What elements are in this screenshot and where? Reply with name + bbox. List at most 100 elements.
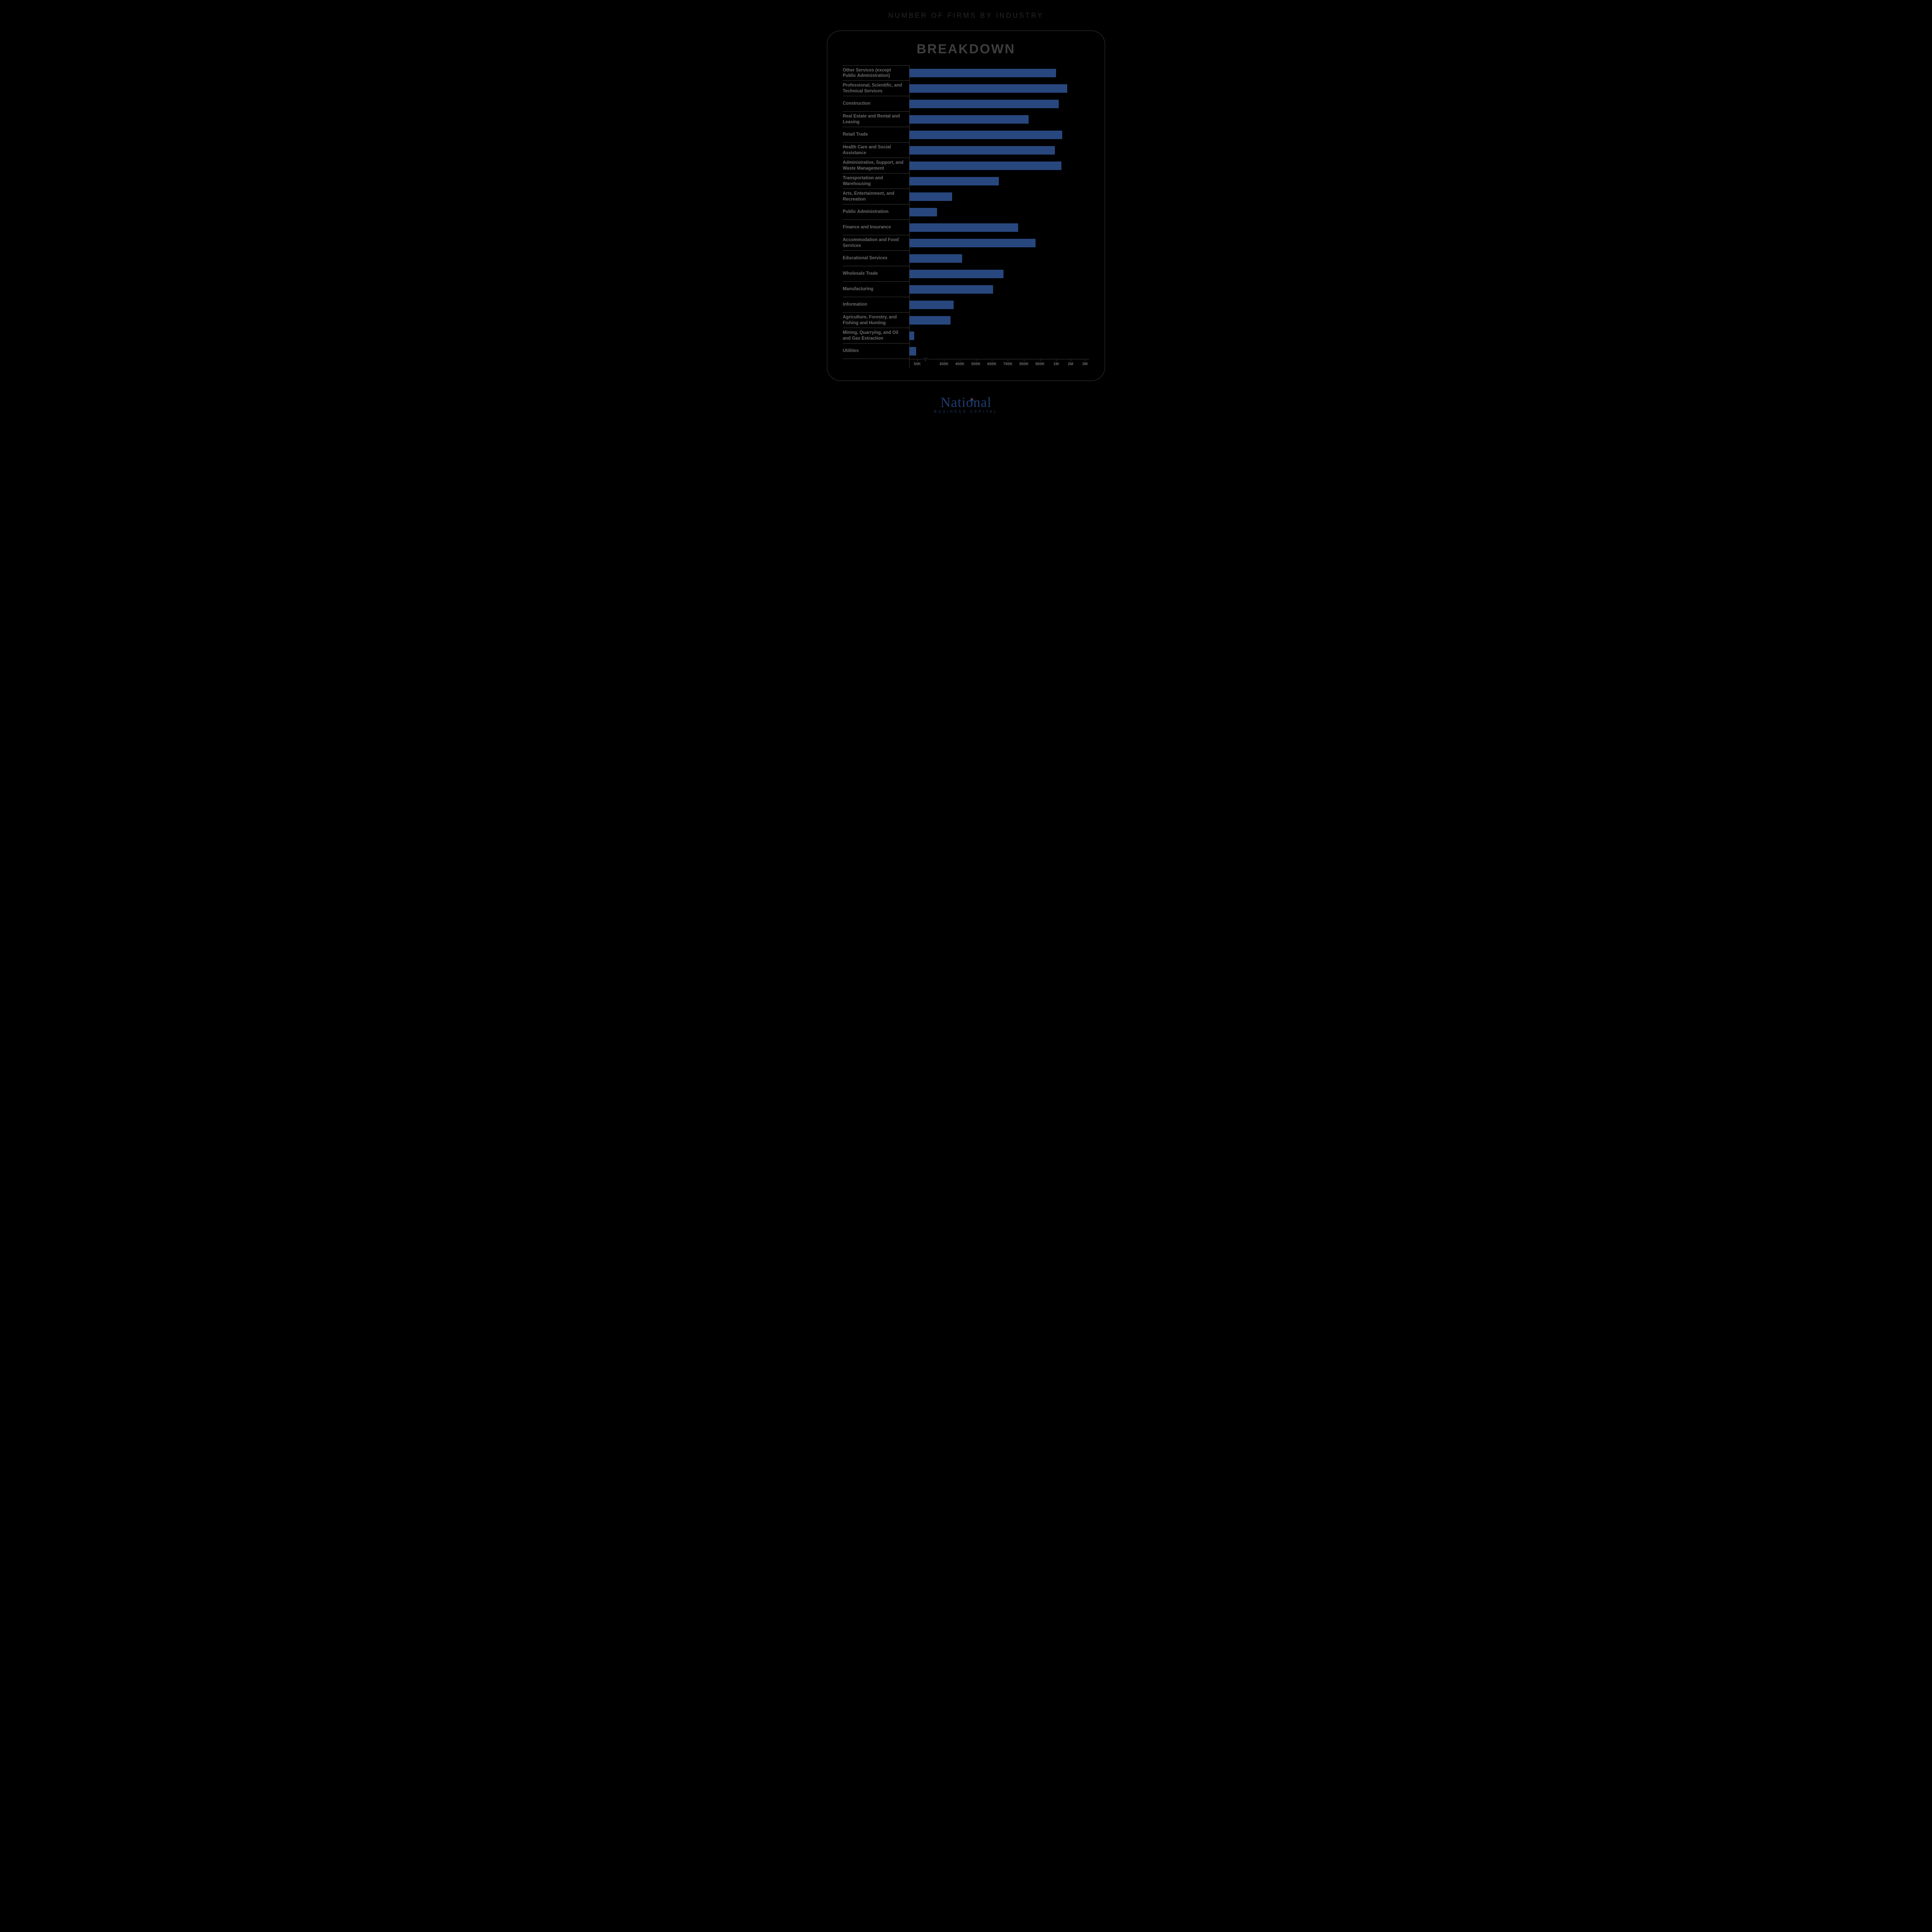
chart-row: Manufacturing xyxy=(843,282,1089,297)
chart-row: Health Care and Social Assistance xyxy=(843,143,1089,158)
bar-zone xyxy=(909,81,1089,96)
axis-tick xyxy=(1040,359,1041,361)
axis-tick-label: 300K xyxy=(939,362,949,366)
bar xyxy=(910,131,1062,139)
axis-tick-label: 3M xyxy=(1082,362,1088,366)
bar xyxy=(910,84,1067,93)
bar-zone xyxy=(909,220,1089,235)
bar-zone xyxy=(909,112,1089,127)
axis-tick-label: 700K xyxy=(1003,362,1012,366)
category-label: Agriculture, Forestry, and Fishing and H… xyxy=(843,313,909,328)
category-label: Administrative, Support, and Waste Manag… xyxy=(843,158,909,173)
bar xyxy=(910,239,1036,247)
chart-row: Information xyxy=(843,297,1089,313)
chart-row: Agriculture, Forestry, and Fishing and H… xyxy=(843,313,1089,328)
chart-row: Mining, Quarrying, and Oil and Gas Extra… xyxy=(843,328,1089,344)
category-label: Finance and Insurance xyxy=(843,220,909,235)
bar xyxy=(910,316,951,325)
bar-chart: Other Services (except Public Administra… xyxy=(843,65,1089,359)
category-label: Other Services (except Public Administra… xyxy=(843,65,909,81)
bar xyxy=(910,100,1059,108)
x-axis: 50K 300K 400K 500K 600K 700K 800K 900K 1M 2M 3M xyxy=(909,359,1089,367)
bar xyxy=(910,301,954,309)
category-label: Construction xyxy=(843,96,909,112)
axis-tick-label: 2M xyxy=(1068,362,1073,366)
bar-zone xyxy=(909,328,1089,344)
chart-row: Accommodation and Food Services xyxy=(843,235,1089,251)
chart-row: Educational Services xyxy=(843,251,1089,266)
chart-row: Wholesale Trade xyxy=(843,266,1089,282)
chart-row: Professional, Scientific, and Technical … xyxy=(843,81,1089,96)
category-label: Wholesale Trade xyxy=(843,266,909,282)
x-axis-row: 50K 300K 400K 500K 600K 700K 800K 900K 1M 2M 3M xyxy=(843,359,1089,367)
chart-row: Other Services (except Public Administra… xyxy=(843,65,1089,81)
category-label: Professional, Scientific, and Technical … xyxy=(843,81,909,96)
chart-row: Construction xyxy=(843,96,1089,112)
bar-zone xyxy=(909,251,1089,266)
bar xyxy=(910,347,916,355)
bar-zone xyxy=(909,204,1089,220)
axis-tick-label: 50K xyxy=(914,362,921,366)
bar xyxy=(910,192,952,201)
brand-logo: National BUSINESS CAPITAL xyxy=(927,394,1005,413)
axis-tick-label: 600K xyxy=(987,362,997,366)
bar-zone xyxy=(909,65,1089,81)
bar xyxy=(910,162,1061,170)
bar-zone xyxy=(909,189,1089,204)
bar xyxy=(910,285,993,294)
bar-zone xyxy=(909,127,1089,143)
category-label: Public Administration xyxy=(843,204,909,220)
category-label: Retail Trade xyxy=(843,127,909,143)
axis-spacer xyxy=(843,359,909,367)
axis-tick-label: 800K xyxy=(1019,362,1029,366)
category-label: Real Estate and Rental and Leasing xyxy=(843,112,909,127)
category-label: Accommodation and Food Services xyxy=(843,235,909,251)
axis-break-icon xyxy=(923,357,928,362)
bar-zone xyxy=(909,143,1089,158)
category-label: Arts, Entertainment, and Recreation xyxy=(843,189,909,204)
category-label: Educational Services xyxy=(843,251,909,266)
bar xyxy=(910,69,1056,77)
panel-title: BREAKDOWN xyxy=(843,42,1089,57)
bar-zone xyxy=(909,344,1089,359)
bar xyxy=(910,177,999,185)
chart-row: Finance and Insurance xyxy=(843,220,1089,235)
category-label: Transportation and Warehousing xyxy=(843,173,909,189)
category-label: Utilities xyxy=(843,344,909,359)
bar-zone xyxy=(909,96,1089,112)
bar-zone xyxy=(909,158,1089,173)
chart-row: Transportation and Warehousing xyxy=(843,173,1089,189)
bar xyxy=(910,223,1018,232)
bar xyxy=(910,208,937,216)
axis-tick-label: 1M xyxy=(1053,362,1059,366)
bar xyxy=(910,115,1029,124)
chart-row: Arts, Entertainment, and Recreation xyxy=(843,189,1089,204)
page: NUMBER OF FIRMS BY INDUSTRY BREAKDOWN Ot… xyxy=(781,0,1151,429)
bar-zone xyxy=(909,313,1089,328)
category-label: Health Care and Social Assistance xyxy=(843,143,909,158)
bar-zone xyxy=(909,266,1089,282)
chart-row: Utilities xyxy=(843,344,1089,359)
bar xyxy=(910,254,962,263)
axis-tick-label: 900K xyxy=(1036,362,1045,366)
page-supertitle: NUMBER OF FIRMS BY INDUSTRY xyxy=(781,12,1151,20)
axis-tick-label: 400K xyxy=(955,362,964,366)
bar xyxy=(910,270,1003,278)
bar xyxy=(910,332,914,340)
axis-tick-label: 500K xyxy=(971,362,981,366)
category-label: Information xyxy=(843,297,909,313)
bar xyxy=(910,146,1055,155)
logo-word: National xyxy=(940,394,992,410)
bar-zone xyxy=(909,235,1089,251)
category-label: Manufacturing xyxy=(843,282,909,297)
bar-zone xyxy=(909,297,1089,313)
chart-panel: BREAKDOWN Other Services (except Public … xyxy=(827,31,1105,381)
axis-tick xyxy=(917,359,918,361)
bar-zone xyxy=(909,282,1089,297)
chart-row: Retail Trade xyxy=(843,127,1089,143)
chart-row: Administrative, Support, and Waste Manag… xyxy=(843,158,1089,173)
logo-word-text: National xyxy=(940,395,992,410)
bar-zone xyxy=(909,173,1089,189)
chart-row: Real Estate and Rental and Leasing xyxy=(843,112,1089,127)
category-label: Mining, Quarrying, and Oil and Gas Extra… xyxy=(843,328,909,344)
